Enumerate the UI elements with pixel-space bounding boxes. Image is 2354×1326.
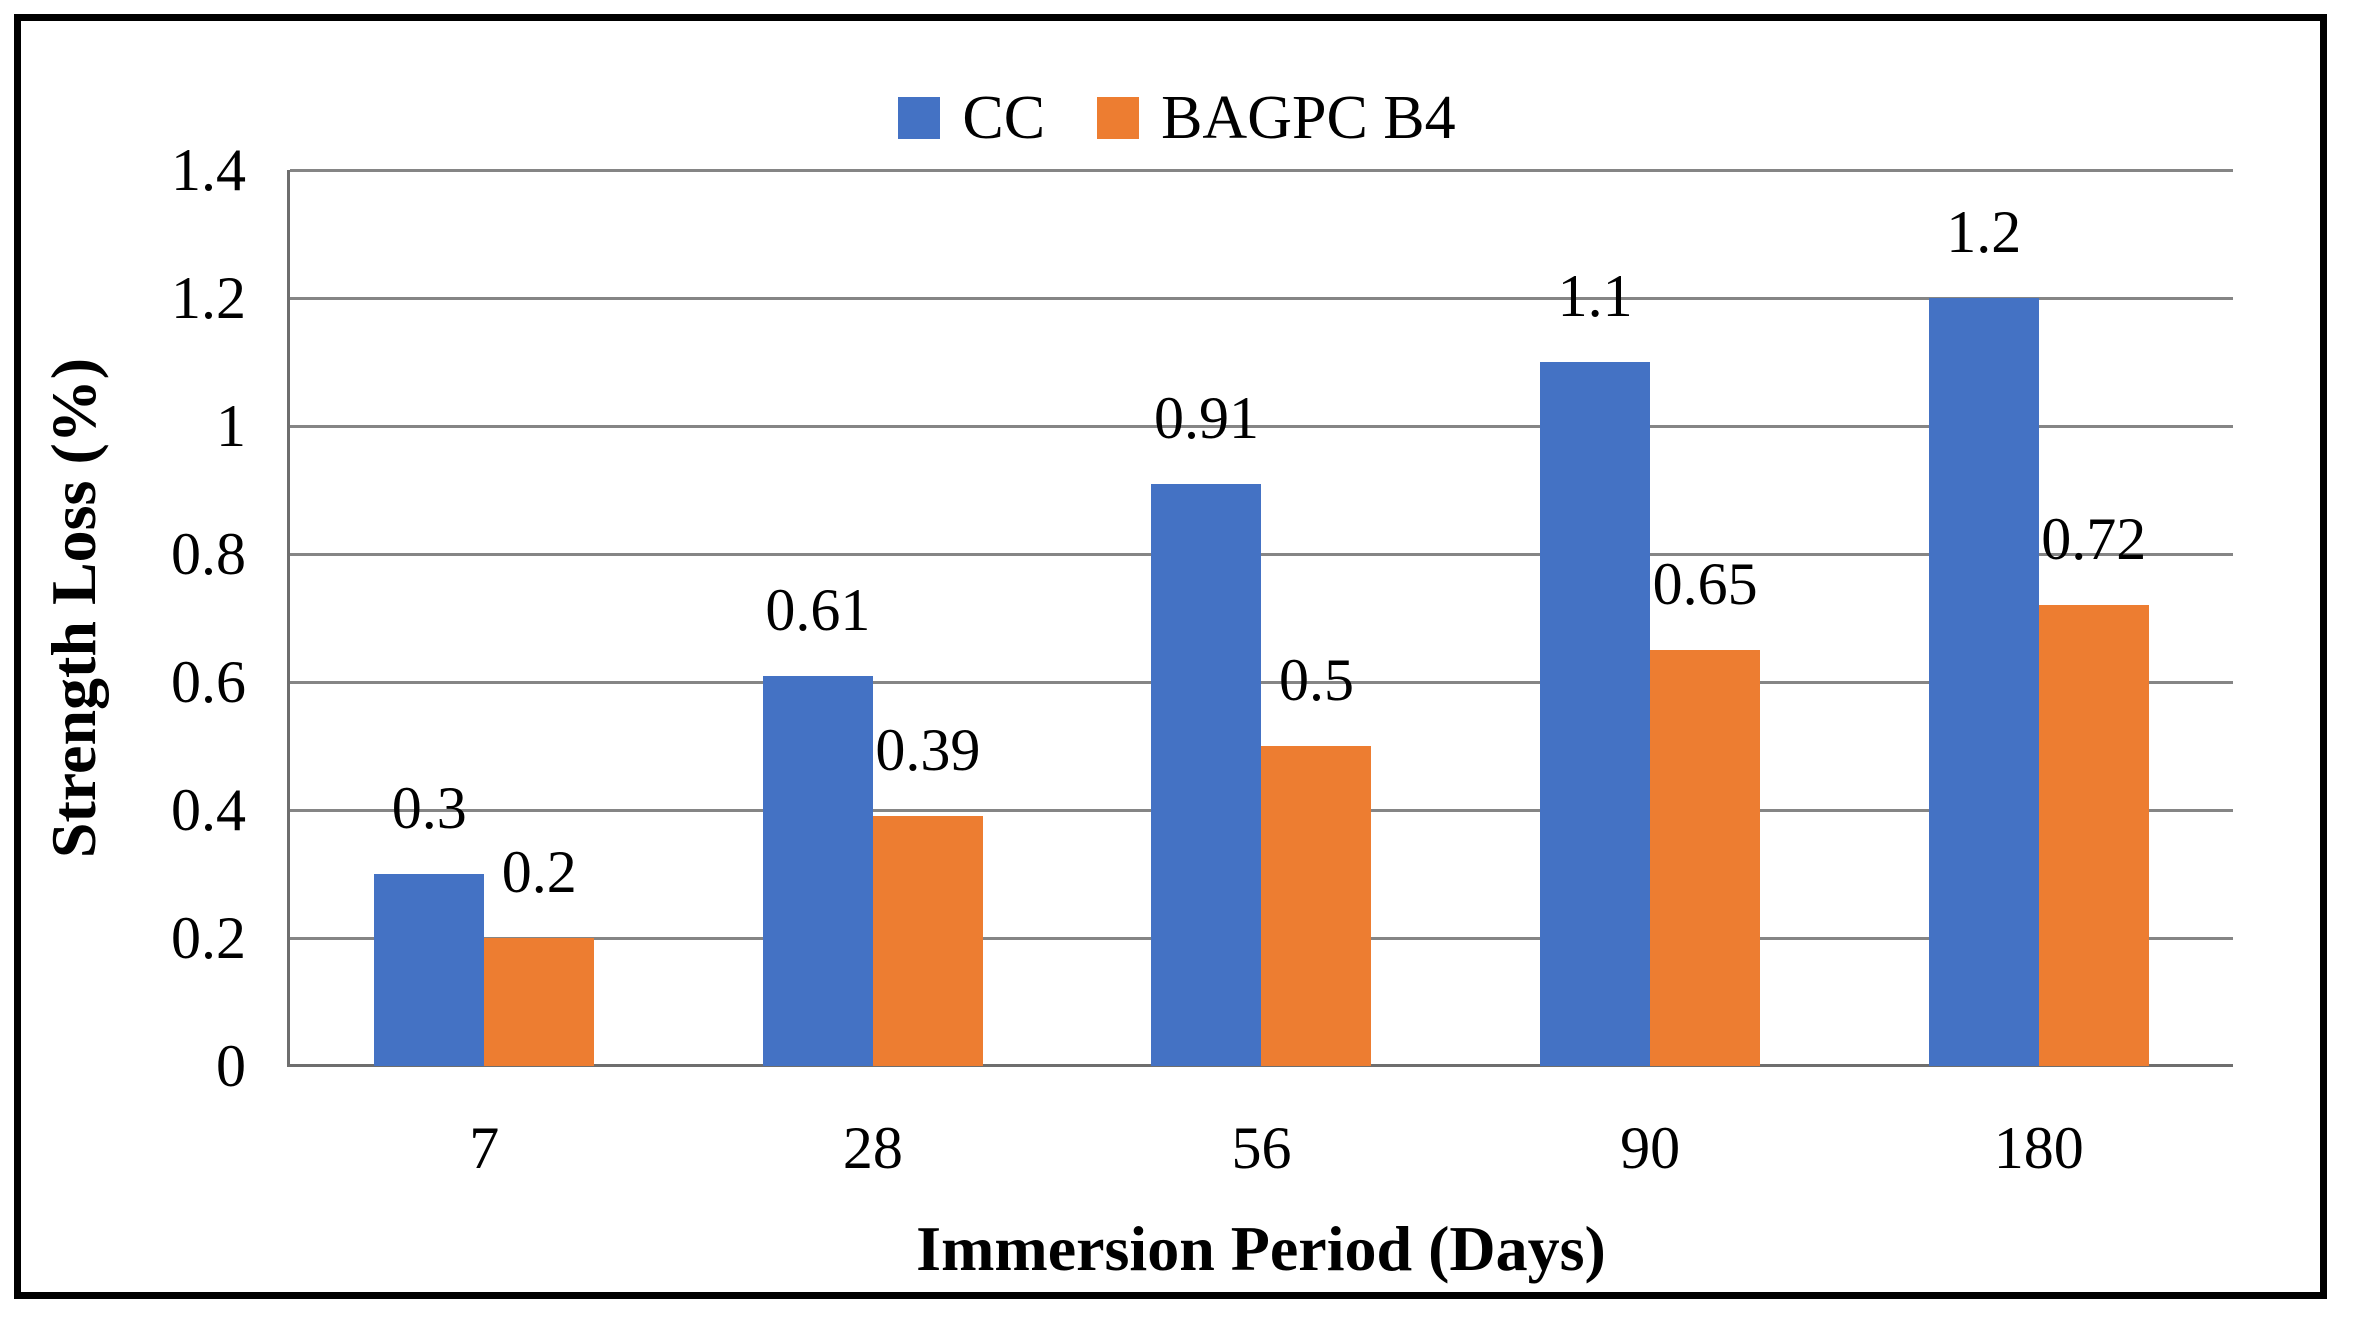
gridline-y-1.2 (290, 296, 2233, 300)
bar-cc-56: 0.91 (1151, 388, 1262, 1066)
bagpc-b4-series-swatch-icon (1097, 97, 1140, 139)
y-tick-label-0.2: 0.2 (171, 905, 246, 971)
bar-cc-7: 0.3 (374, 778, 485, 1066)
data-label-cc-56: 0.91 (1153, 384, 1259, 451)
legend-item-cc: CC (898, 87, 1045, 149)
gridline-y-0.6 (290, 680, 2233, 684)
x-axis-title: Immersion Period (Days) (916, 1213, 1606, 1284)
bar-bagpc-b4-28: 0.39 (872, 720, 983, 1066)
plot-area: 0.3 0.2 7 0.61 0.39 28 0.91 0.5 56 1.1 0.65 90 1.2 0.… (287, 168, 2233, 1178)
y-tick-label-0.8: 0.8 (171, 521, 246, 587)
data-label-bagpc-b4-28: 0.39 (875, 717, 981, 784)
y-tick-label-0.6: 0.6 (171, 649, 246, 715)
bar-group-28: 0.61 0.39 28 (679, 170, 1068, 1178)
y-tick-label-1.2: 1.2 (171, 265, 246, 331)
bar-group-7: 0.3 0.2 7 (290, 170, 679, 1178)
data-label-cc-28: 0.61 (765, 576, 871, 643)
data-label-bagpc-b4-180: 0.72 (2041, 506, 2147, 573)
y-axis-line (287, 170, 290, 1066)
data-label-cc-180: 1.2 (1946, 199, 2022, 265)
x-tick-label-28: 28 (842, 1115, 903, 1181)
chart-legend: CC BAGPC B4 (0, 86, 2354, 150)
bar-bagpc-b4-90: 0.65 (1650, 554, 1761, 1066)
cc-series-swatch-icon (898, 97, 941, 139)
legend-label-bagpc-b4: BAGPC B4 (1161, 84, 1456, 152)
x-tick-label-90: 90 (1620, 1115, 1681, 1181)
bar-cc-28: 0.61 (762, 580, 873, 1066)
gridline-y-1.4 (290, 168, 2233, 172)
x-tick-label-7: 7 (469, 1115, 500, 1181)
bar-group-90: 1.1 0.65 90 (1456, 170, 1845, 1178)
gridline-y-0.8 (290, 552, 2233, 556)
y-tick-label-1: 1 (216, 393, 246, 459)
bar-cc-90: 1.1 (1540, 266, 1651, 1066)
data-label-cc-90: 1.1 (1557, 263, 1633, 329)
bar-cc-180: 1.2 (1928, 202, 2039, 1066)
data-label-bagpc-b4-7: 0.2 (501, 839, 577, 905)
x-tick-label-56: 56 (1231, 1115, 1292, 1181)
bar-bagpc-b4-7: 0.2 (484, 842, 595, 1066)
bar-group-180: 1.2 0.72 180 (1844, 170, 2233, 1178)
data-label-bagpc-b4-56: 0.5 (1278, 647, 1354, 713)
data-label-bagpc-b4-90: 0.65 (1652, 551, 1758, 617)
y-tick-label-1.4: 1.4 (171, 137, 246, 203)
bar-group-56: 0.91 0.5 56 (1067, 170, 1456, 1178)
legend-label-cc: CC (962, 84, 1046, 152)
legend-item-bagpc-b4: BAGPC B4 (1097, 87, 1456, 149)
bar-bagpc-b4-56: 0.5 (1261, 650, 1372, 1066)
x-tick-label-180: 180 (1993, 1115, 2084, 1181)
bar-bagpc-b4-180: 0.72 (2038, 509, 2149, 1066)
gridline-y-1 (290, 424, 2233, 428)
data-label-cc-7: 0.3 (391, 775, 467, 841)
y-tick-label-0: 0 (216, 1033, 246, 1099)
y-tick-label-0.4: 0.4 (171, 777, 246, 843)
